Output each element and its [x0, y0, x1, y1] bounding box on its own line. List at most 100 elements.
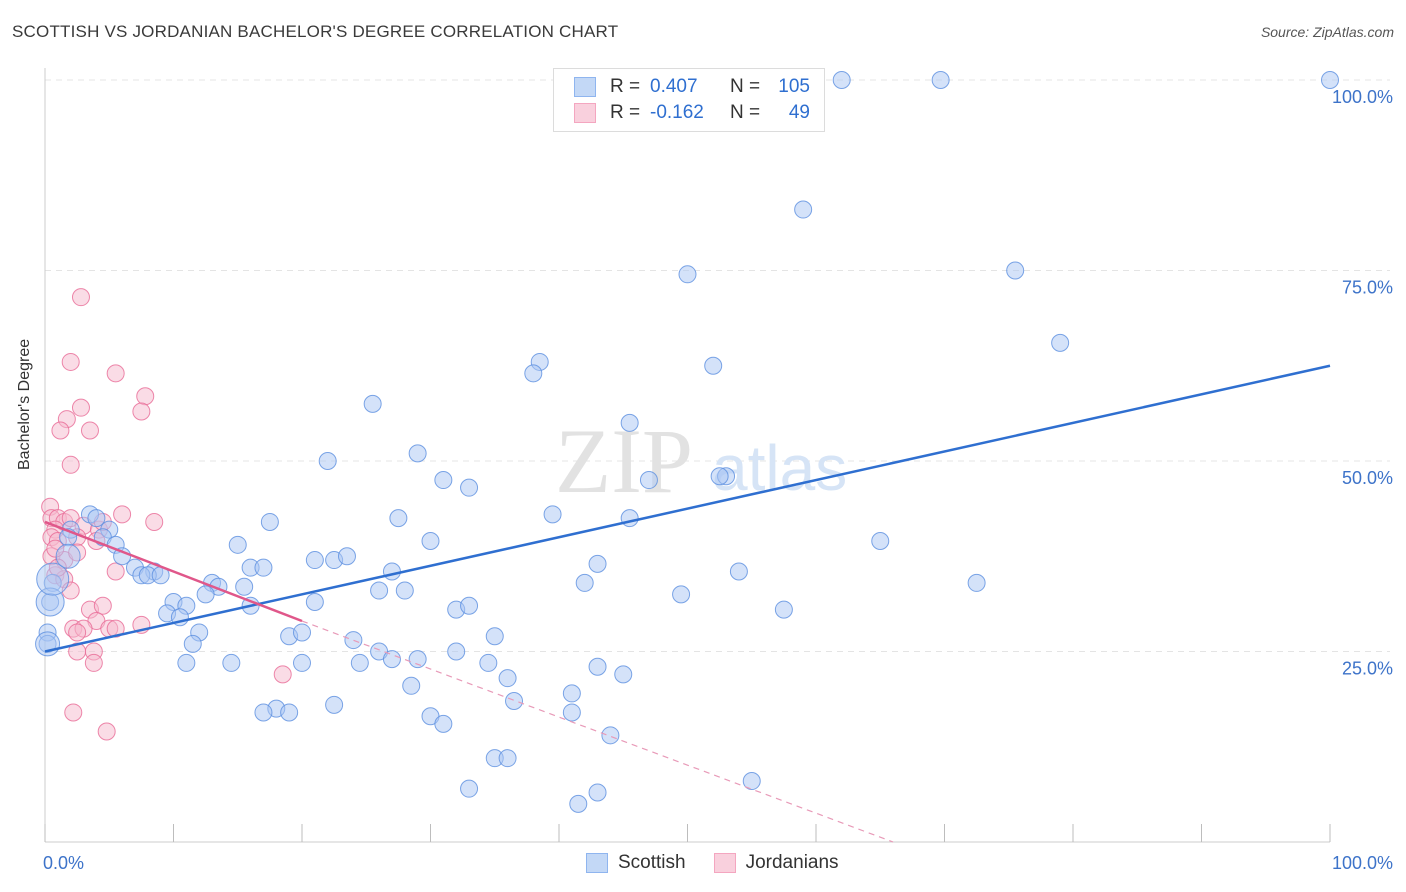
jordanian-point — [61, 352, 80, 371]
scottish-point — [620, 509, 639, 528]
scottish-point — [562, 684, 581, 703]
x-tick-label: 0.0% — [43, 853, 84, 873]
jordanian-point — [136, 387, 155, 406]
legend-r-value: -0.162 — [650, 102, 704, 123]
scottish-point — [774, 600, 793, 619]
scottish-point — [254, 558, 273, 577]
legend-n-label: N = — [730, 102, 761, 123]
series-scottish — [35, 71, 1339, 813]
x-tick-label: 100.0% — [1332, 853, 1393, 873]
jordanian-point — [113, 505, 132, 524]
jordanian-point — [71, 398, 90, 417]
scottish-point — [305, 551, 324, 570]
series-legend: Scottish Jordanians — [586, 852, 867, 874]
jordanian-point — [80, 421, 99, 440]
scottish-point — [931, 71, 950, 89]
scottish-point — [498, 749, 517, 768]
jordanian-point — [61, 455, 80, 474]
scottish-point — [293, 653, 311, 672]
legend-item-jordanians[interactable]: Jordanians — [713, 852, 839, 874]
scottish-point — [505, 692, 524, 711]
jordanian-point — [97, 722, 116, 741]
scottish-point — [389, 509, 408, 528]
scottish-point — [293, 623, 311, 642]
scottish-point — [575, 573, 594, 592]
jordanian-point — [106, 562, 125, 581]
watermark: ZIP atlas — [555, 410, 847, 512]
scottish-point-large — [36, 562, 70, 596]
correlation-legend: R = 0.407 N = 105 R = -0.162 N = 49 — [553, 68, 825, 132]
scottish-point — [479, 653, 498, 672]
scottish-point — [498, 669, 517, 688]
scottish-point — [569, 794, 588, 813]
scottish-point — [382, 562, 401, 581]
scottish-point — [402, 676, 421, 695]
scottish-point — [485, 627, 504, 646]
scottish-point — [460, 596, 479, 615]
y-tick-label: 50.0% — [1342, 468, 1393, 488]
scottish-point — [434, 471, 453, 490]
scottish-point — [543, 505, 562, 524]
legend-n-value: 49 — [788, 102, 810, 123]
legend-n-value: 105 — [778, 76, 810, 97]
legend-swatch-jordanians — [574, 103, 596, 123]
scottish-point — [588, 554, 607, 573]
scottish-point — [710, 467, 729, 486]
scottish-point — [460, 478, 479, 497]
scottish-point — [280, 703, 299, 722]
scottish-point — [562, 703, 581, 722]
scottish-point — [196, 585, 215, 604]
scottish-point-large — [35, 631, 61, 657]
watermark-atlas: atlas — [712, 432, 847, 504]
scottish-point — [614, 665, 633, 684]
legend-label-jordanians: Jordanians — [745, 852, 839, 873]
scottish-point — [794, 200, 813, 219]
jordanian-point — [84, 653, 103, 672]
jordanian-point — [106, 364, 125, 383]
scottish-point — [408, 444, 427, 463]
trend-line-jordanians — [44, 520, 303, 623]
legend-r-value: 0.407 — [650, 76, 698, 97]
legend-r-label: R = — [610, 76, 641, 97]
scottish-point — [337, 547, 356, 566]
scottish-point — [729, 562, 748, 581]
scottish-point — [704, 356, 723, 375]
legend-item-scottish[interactable]: Scottish — [586, 852, 686, 874]
jordanian-point — [273, 665, 292, 684]
trend-lines — [44, 364, 1331, 843]
scottish-point — [588, 783, 607, 802]
jordanian-point — [51, 421, 70, 440]
scottish-point — [254, 703, 273, 722]
scottish-point — [434, 714, 453, 733]
scottish-point — [408, 650, 427, 669]
scottish-point — [222, 653, 241, 672]
y-axis-label: Bachelor's Degree — [16, 338, 33, 470]
scottish-point — [395, 581, 414, 600]
scottish-point — [742, 772, 761, 791]
legend-row-scottish: R = 0.407 N = 105 — [574, 74, 810, 100]
jordanian-point — [64, 703, 83, 722]
tick-labels: 25.0% 50.0% 75.0% 100.0% 0.0% 100.0% — [43, 87, 1393, 873]
scottish-point — [460, 779, 479, 798]
scottish-point-large — [55, 543, 81, 569]
jordanian-point — [145, 512, 164, 531]
jordanian-point — [93, 596, 112, 615]
scottish-point — [871, 532, 890, 551]
scottish-point — [260, 512, 279, 531]
scottish-point — [601, 726, 620, 745]
scottish-point — [318, 452, 337, 470]
jordanian-point — [106, 619, 125, 638]
scottish-point — [967, 573, 986, 592]
scottish-point — [832, 71, 851, 89]
scottish-point — [588, 657, 607, 676]
trend-line-scottish — [44, 364, 1331, 653]
scottish-point — [350, 653, 369, 672]
legend-swatch-jordanians — [713, 853, 736, 873]
jordanian-point — [68, 623, 87, 642]
y-tick-label: 25.0% — [1342, 659, 1393, 679]
scottish-point — [305, 592, 324, 611]
scottish-point — [639, 471, 658, 490]
scottish-point — [620, 413, 639, 432]
scottish-point — [678, 265, 697, 284]
